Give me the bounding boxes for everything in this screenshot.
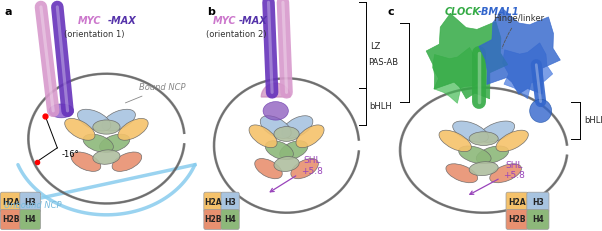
Text: MYC: MYC [78,16,101,26]
Text: bHLH: bHLH [370,102,393,111]
Ellipse shape [93,120,120,134]
Text: -16°: -16° [61,150,79,159]
Ellipse shape [274,157,299,171]
Ellipse shape [64,119,95,140]
Ellipse shape [112,152,141,171]
Ellipse shape [99,134,130,152]
Ellipse shape [263,102,288,120]
FancyBboxPatch shape [527,192,549,212]
Text: Bound NCP: Bound NCP [125,83,185,103]
Text: H2B: H2B [2,215,19,224]
FancyBboxPatch shape [1,210,21,229]
FancyBboxPatch shape [221,210,239,229]
Ellipse shape [439,130,471,152]
Ellipse shape [93,150,120,164]
FancyBboxPatch shape [527,210,549,229]
Text: H2A: H2A [508,198,526,207]
Ellipse shape [118,119,148,140]
Text: CLOCK: CLOCK [444,7,480,17]
Polygon shape [261,83,290,97]
FancyBboxPatch shape [506,192,528,212]
Ellipse shape [260,116,291,138]
Ellipse shape [78,109,111,131]
Text: Hinge/linker: Hinge/linker [493,14,544,48]
FancyBboxPatch shape [221,192,239,212]
Text: H4: H4 [24,215,36,224]
Text: a: a [4,7,11,17]
Ellipse shape [479,121,515,142]
Text: (orientation 1): (orientation 1) [64,30,125,39]
Ellipse shape [291,158,318,179]
Ellipse shape [476,146,509,164]
Text: LZ: LZ [370,42,380,51]
FancyBboxPatch shape [506,210,528,229]
Text: H4: H4 [224,215,236,224]
Text: H2A: H2A [2,198,19,207]
Ellipse shape [274,127,299,141]
Text: H3: H3 [24,198,36,207]
Ellipse shape [469,162,498,176]
Text: (orientation 2): (orientation 2) [206,30,266,39]
Text: -MAX: -MAX [108,16,136,26]
Ellipse shape [490,164,521,183]
Text: H2B: H2B [204,215,222,224]
Ellipse shape [469,132,498,146]
Ellipse shape [49,104,73,118]
Text: -BMAL1: -BMAL1 [478,7,520,17]
Ellipse shape [249,125,277,148]
Ellipse shape [496,130,529,152]
FancyBboxPatch shape [1,192,21,212]
Text: H3: H3 [532,198,544,207]
Text: Unbound NCP: Unbound NCP [4,201,61,210]
Text: H2A: H2A [204,198,222,207]
FancyBboxPatch shape [204,210,222,229]
Text: SHL
+5.8: SHL +5.8 [470,161,526,194]
Text: SHL
+5.8: SHL +5.8 [270,156,323,192]
Text: PAS-AB: PAS-AB [368,58,398,67]
FancyBboxPatch shape [20,192,40,212]
Text: c: c [387,7,394,17]
FancyBboxPatch shape [20,210,40,229]
Text: H2B: H2B [508,215,526,224]
Ellipse shape [459,146,491,164]
Ellipse shape [102,109,135,131]
Text: H3: H3 [224,198,236,207]
Polygon shape [479,9,560,94]
FancyBboxPatch shape [204,192,222,212]
Ellipse shape [265,141,293,160]
Ellipse shape [280,141,308,160]
Polygon shape [426,13,507,99]
Ellipse shape [282,116,313,138]
Ellipse shape [446,164,477,183]
Ellipse shape [255,158,282,179]
Ellipse shape [296,125,324,148]
Polygon shape [503,43,553,99]
Ellipse shape [83,134,113,152]
Text: bHLH: bHLH [585,116,602,125]
Text: MYC: MYC [213,16,236,26]
Ellipse shape [453,121,488,142]
Ellipse shape [71,152,101,171]
Text: H4: H4 [532,215,544,224]
Text: -MAX: -MAX [239,16,267,26]
Polygon shape [432,47,483,103]
Ellipse shape [530,99,551,122]
Text: b: b [207,7,215,17]
